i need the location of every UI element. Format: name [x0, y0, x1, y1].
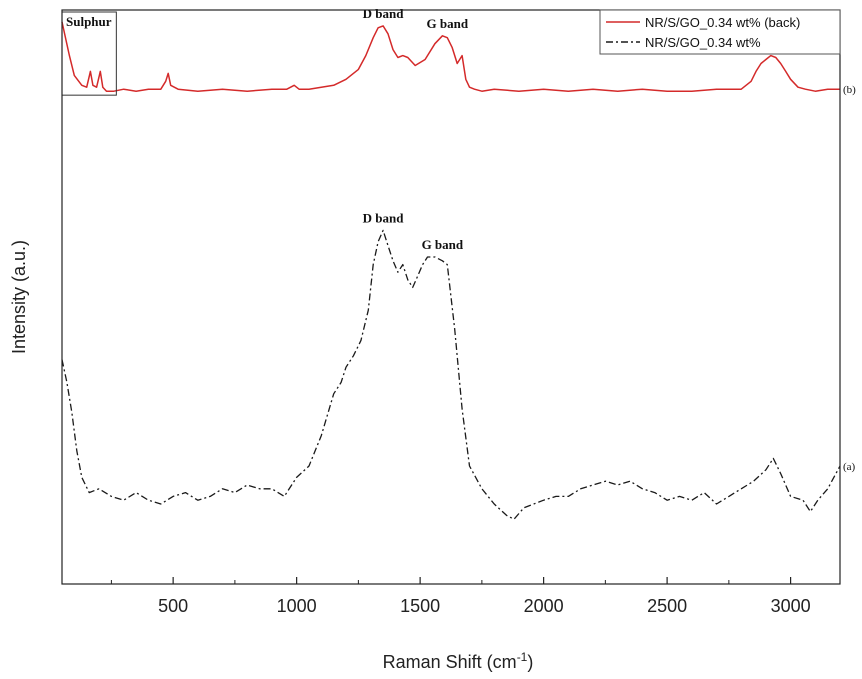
x-axis-ticks: 500 1000 1500 2000 2500 3000 [110, 577, 811, 616]
plot-frame [61, 9, 841, 585]
annotation-g-band-b: G band [427, 16, 469, 31]
plot-area: Sulphur D band G band D band G band (b) … [61, 6, 856, 616]
annotation-d-band-a: D band [363, 210, 405, 225]
x-tick-label: 3000 [771, 596, 811, 616]
x-tick-label: 1500 [400, 596, 440, 616]
x-tick-label: 500 [158, 596, 188, 616]
annotation-g-band-a: G band [422, 237, 464, 252]
annotation-d-band-b: D band [363, 6, 405, 21]
sulphur-region-label: Sulphur [66, 14, 112, 29]
x-tick-label: 1000 [277, 596, 317, 616]
legend-box [599, 9, 841, 55]
x-tick-label: 2000 [524, 596, 564, 616]
series-line-b [61, 21, 840, 92]
x-tick-label: 2500 [647, 596, 687, 616]
legend-label-b: NR/S/GO_0.34 wt% (back) [645, 15, 800, 30]
series-layer [61, 21, 841, 520]
y-axis-title: Intensity (a.u.) [9, 240, 29, 354]
series-b-end-label: (b) [843, 84, 856, 96]
legend-label-a: NR/S/GO_0.34 wt% [645, 35, 761, 50]
legend: NR/S/GO_0.34 wt% (back) NR/S/GO_0.34 wt% [599, 9, 841, 55]
x-axis-title: Raman Shift (cm-1) [383, 650, 534, 672]
series-line-a [61, 229, 841, 520]
series-a-end-label: (a) [843, 461, 856, 473]
